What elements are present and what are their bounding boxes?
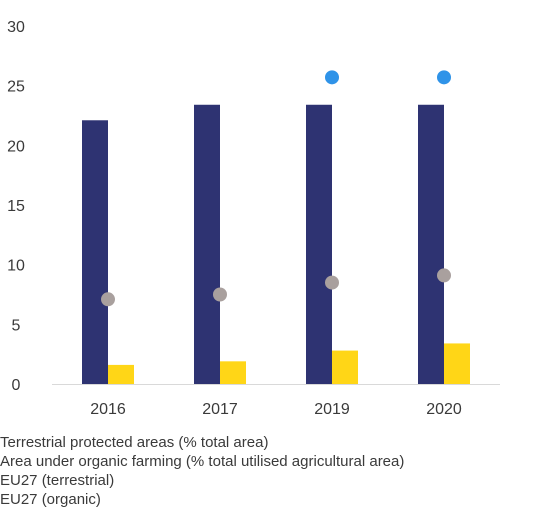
legend-item-eu27-organic: EU27 (organic) [0,491,101,508]
bar-organic-farming [220,361,246,384]
x-tick-label: 2016 [90,401,126,418]
y-tick-label: 5 [12,317,21,334]
bar-organic-farming [108,364,134,384]
bar-protected-areas [194,104,220,384]
point-eu27-organic [325,275,339,290]
bar-protected-areas [82,120,108,385]
bar-protected-areas [418,104,444,384]
chart-plot-area: 0 5 10 15 20 25 30 2016 2017 2019 2020 [7,19,500,418]
y-tick-label: 20 [7,138,25,155]
y-tick-label: 30 [7,19,25,36]
y-tick-label: 25 [7,79,25,96]
legend-item-protected-areas: Terrestrial protected areas (% total are… [0,434,269,451]
bar-organic-farming [444,343,470,384]
point-eu27-terrestrial [325,70,339,85]
x-tick-label: 2019 [314,401,350,418]
point-eu27-organic [213,287,227,302]
x-tick-label: 2020 [426,401,462,418]
y-tick-label: 15 [7,198,25,215]
bar-protected-areas [306,104,332,384]
point-eu27-terrestrial [437,70,451,85]
legend-item-eu27-terrestrial: EU27 (terrestrial) [0,472,115,489]
legend-item-organic-farming: Area under organic farming (% total util… [0,453,405,470]
y-tick-label: 0 [12,377,21,394]
y-tick-label: 10 [7,258,25,275]
x-tick-label: 2017 [202,401,238,418]
point-eu27-organic [437,268,451,283]
point-eu27-organic [101,292,115,307]
bar-organic-farming [332,350,358,384]
legend: Terrestrial protected areas (% total are… [0,433,550,509]
